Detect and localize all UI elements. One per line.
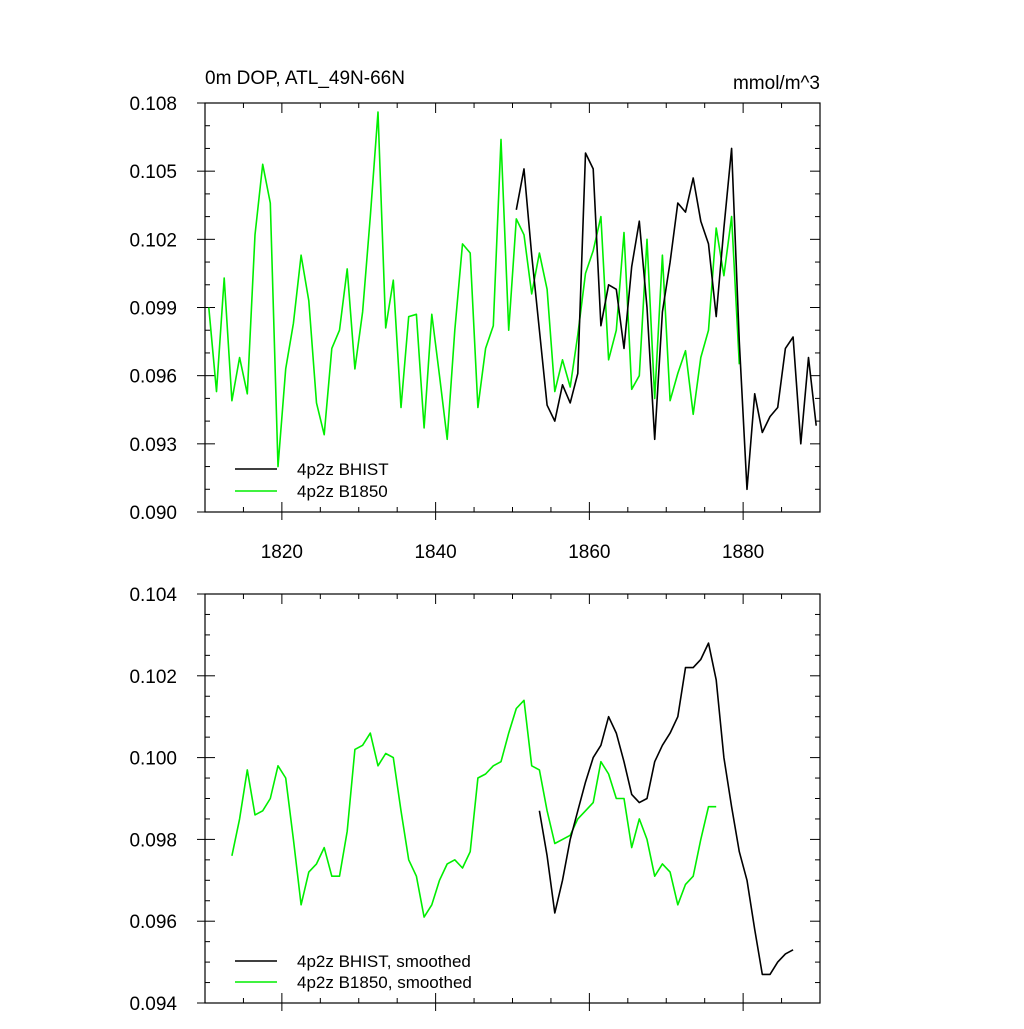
y-tick-label: 0.105 xyxy=(129,162,177,183)
bottom-panel-axes: 0.094 0.096 0.098 0.100 0.102 0.104 xyxy=(129,585,821,1015)
series-line-b1850 xyxy=(231,699,717,918)
top-panel-frame xyxy=(204,102,821,513)
x-tick-label: 1820 xyxy=(261,542,303,563)
x-tick-label: 1880 xyxy=(722,542,764,563)
y-tick-label: 0.099 xyxy=(129,299,177,320)
top-panel-plot-area xyxy=(208,111,817,491)
top-panel-legend: 4p2z BHIST 4p2z B1850 xyxy=(235,460,389,501)
y-tick-label: 0.096 xyxy=(129,367,177,388)
top-panel-units: mmol/m^3 xyxy=(733,73,820,94)
x-tick-label: 1860 xyxy=(568,542,610,563)
y-tick-label: 0.104 xyxy=(129,585,177,606)
legend-label-bhist-smoothed: 4p2z BHIST, smoothed xyxy=(297,952,471,971)
series-line-bhist xyxy=(538,642,794,976)
series-line-b1850 xyxy=(208,111,741,468)
y-tick-label: 0.102 xyxy=(129,667,177,688)
series-line-bhist xyxy=(515,147,817,491)
legend-label-b1850: 4p2z B1850 xyxy=(297,482,388,501)
y-tick-label: 0.108 xyxy=(129,94,177,115)
legend-label-bhist: 4p2z BHIST xyxy=(297,460,389,479)
bottom-panel-legend: 4p2z BHIST, smoothed 4p2z B1850, smoothe… xyxy=(235,952,472,992)
y-tick-label: 0.094 xyxy=(129,994,177,1015)
bottom-panel: 0.094 0.096 0.098 0.100 0.102 0.104 4p2z BHIS… xyxy=(129,585,821,1015)
y-tick-label: 0.093 xyxy=(129,435,177,456)
y-tick-label: 0.102 xyxy=(129,230,177,251)
legend-label-b1850-smoothed: 4p2z B1850, smoothed xyxy=(297,973,472,992)
y-tick-label: 0.100 xyxy=(129,749,177,770)
y-tick-label: 0.098 xyxy=(129,830,177,851)
x-tick-label: 1840 xyxy=(414,542,456,563)
y-tick-label: 0.096 xyxy=(129,912,177,933)
top-panel-axes: 1820 1840 1860 1880 0.090 0.093 0.096 0.099 0.10… xyxy=(129,94,821,563)
y-tick-label: 0.090 xyxy=(129,503,177,524)
top-panel-title: 0m DOP, ATL_49N-66N xyxy=(205,68,405,89)
bottom-panel-plot-area xyxy=(231,642,794,976)
top-panel: 0m DOP, ATL_49N-66N mmol/m^3 1820 1840 186… xyxy=(129,68,821,563)
bottom-panel-frame xyxy=(204,593,821,1004)
